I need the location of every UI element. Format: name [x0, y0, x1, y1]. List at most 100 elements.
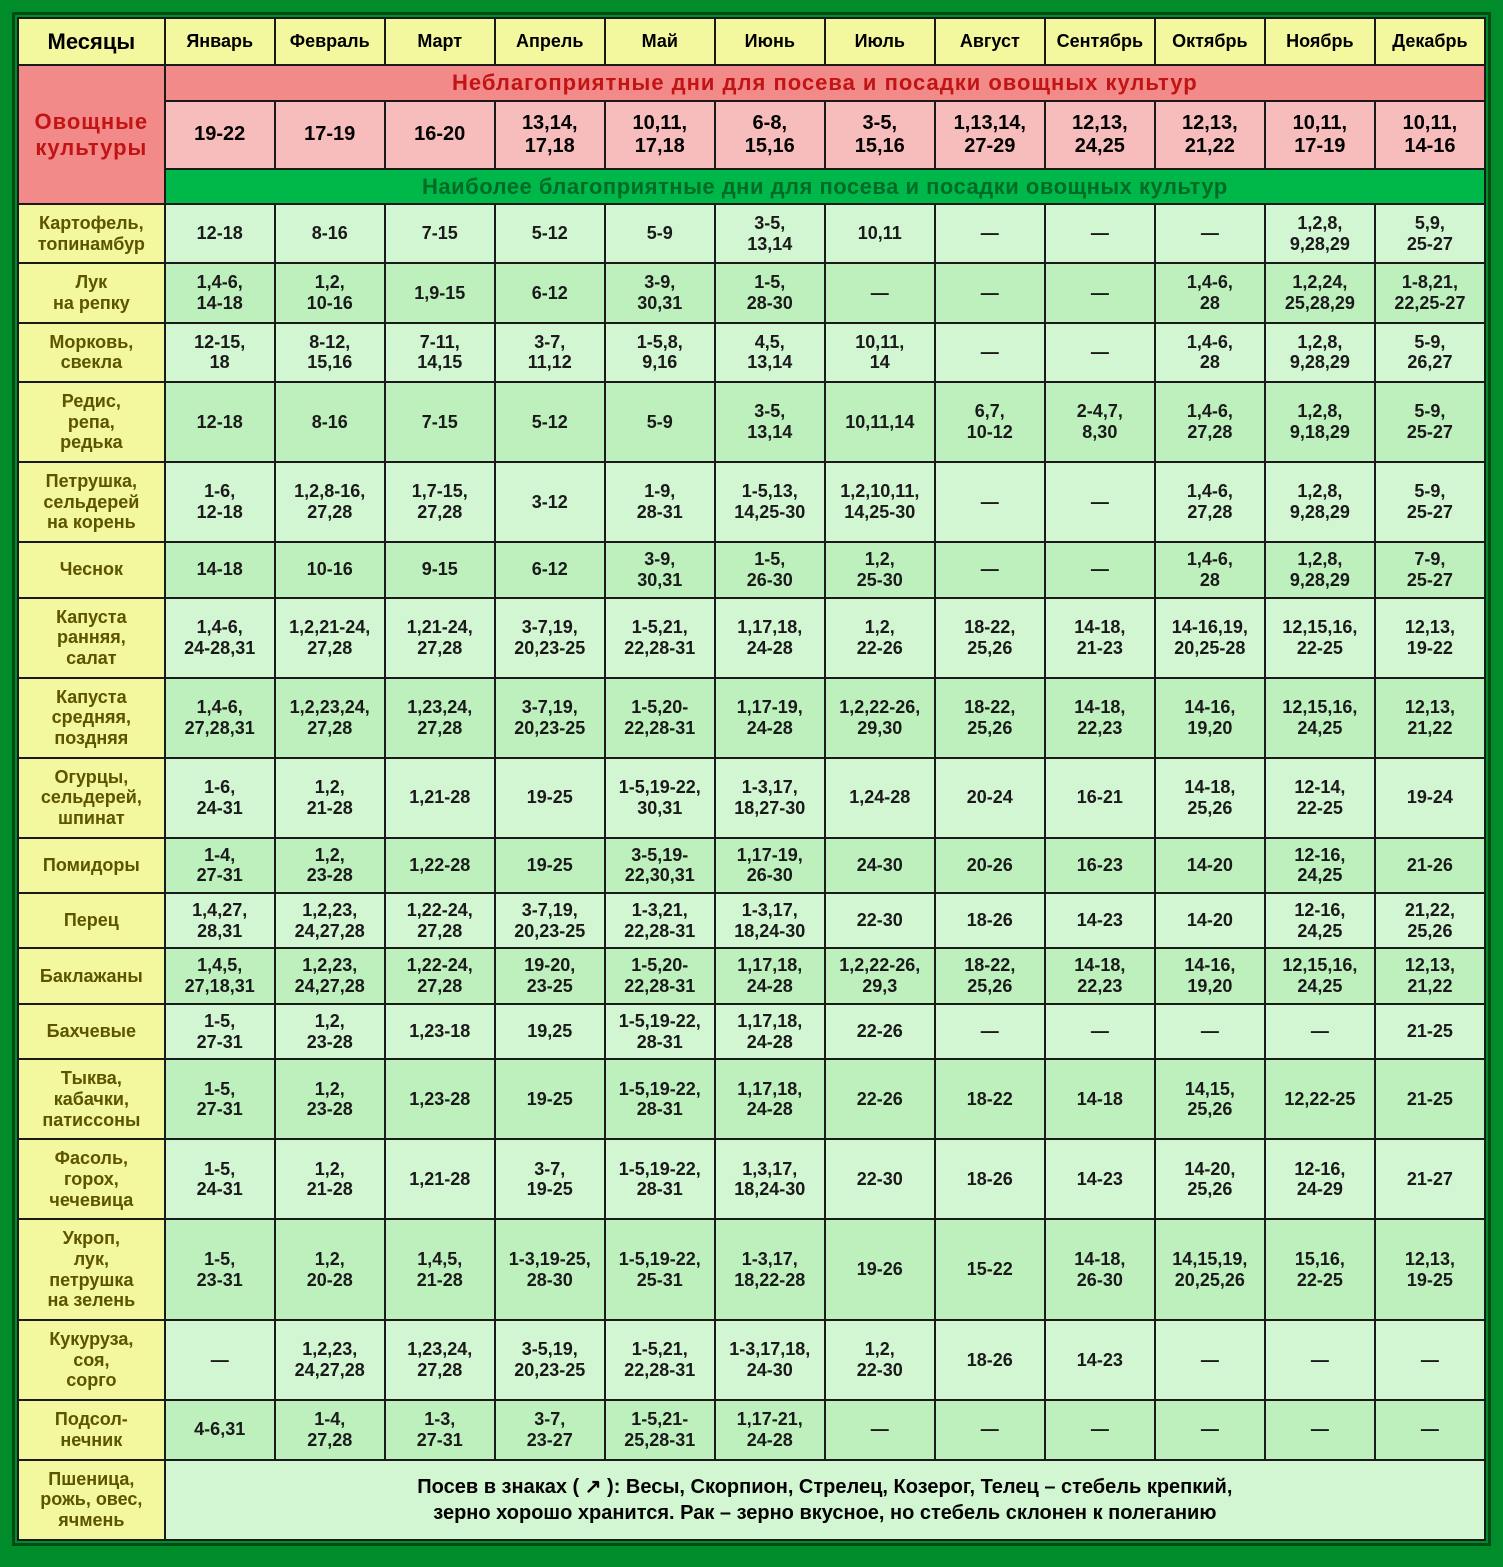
value-cell: 1,4-6,27,28,31: [165, 678, 275, 758]
planting-calendar-table: Месяцы Январь Февраль Март Апрель Май Ию…: [17, 17, 1486, 1541]
value-cell: 3-7,19,20,23-25: [495, 893, 605, 948]
value-cell: 3-9,30,31: [605, 263, 715, 322]
value-cell: —: [935, 1004, 1045, 1059]
value-cell: 21,22,25,26: [1375, 893, 1485, 948]
value-cell: 3-7,19,20,23-25: [495, 598, 605, 678]
value-cell: —: [1045, 542, 1155, 597]
value-cell: 1-5,21- 25,28-31: [605, 1400, 715, 1459]
value-cell: 20-26: [935, 838, 1045, 893]
value-cell: 12-18: [165, 204, 275, 263]
value-cell: 6,7,10-12: [935, 382, 1045, 462]
value-cell: 1-3,27-31: [385, 1400, 495, 1459]
unfav-cell: 17-19: [275, 101, 385, 169]
value-cell: 14-20: [1155, 838, 1265, 893]
value-cell: 14-16,19,20: [1155, 948, 1265, 1003]
value-cell: 1,4-6,28: [1155, 542, 1265, 597]
footer-text: Посев в знаках ( ↗ ): Весы, Скорпион, Ст…: [165, 1460, 1485, 1540]
value-cell: 1,2,10,11,14,25-30: [825, 462, 935, 542]
value-cell: 1-3,17,18,24-30: [715, 893, 825, 948]
value-cell: 1,17-19,24-28: [715, 678, 825, 758]
value-cell: 1,4,27,28,31: [165, 893, 275, 948]
value-cell: 1-5,27-31: [165, 1004, 275, 1059]
value-cell: —: [1045, 323, 1155, 382]
value-cell: 5,9,25-27: [1375, 204, 1485, 263]
value-cell: 1-5,21,22,28-31: [605, 598, 715, 678]
value-cell: —: [935, 204, 1045, 263]
value-cell: —: [1045, 462, 1155, 542]
value-cell: 12,13,19-22: [1375, 598, 1485, 678]
value-cell: 21-27: [1375, 1139, 1485, 1219]
crops-side-header: Овощные культуры: [18, 65, 165, 204]
unfav-cell: 3-5,15,16: [825, 101, 935, 169]
value-cell: —: [1265, 1004, 1375, 1059]
value-cell: —: [1265, 1320, 1375, 1400]
month-oct: Октябрь: [1155, 18, 1265, 65]
value-cell: 1-5,8,9,16: [605, 323, 715, 382]
value-cell: 3-7,23-27: [495, 1400, 605, 1459]
value-cell: 3-5,13,14: [715, 382, 825, 462]
value-cell: 14-18: [165, 542, 275, 597]
value-cell: —: [935, 542, 1045, 597]
value-cell: 1,2,20-28: [275, 1219, 385, 1320]
value-cell: 3-12: [495, 462, 605, 542]
value-cell: 12,15,16,24,25: [1265, 948, 1375, 1003]
value-cell: 18-26: [935, 1320, 1045, 1400]
crop-row: Капуста средняя,поздняя1,4-6,27,28,31 1,2…: [18, 678, 1485, 758]
crop-row: Укроп,лук,петрушкана зелень1-5,23-311,2,…: [18, 1219, 1485, 1320]
crop-row: Кукуруза,соя,сорго—1,2,23,24,27,281,23,2…: [18, 1320, 1485, 1400]
value-cell: —: [935, 462, 1045, 542]
value-cell: 12,15,16,22-25: [1265, 598, 1375, 678]
value-cell: 6-12: [495, 263, 605, 322]
value-cell: 1-5,19-22,30,31: [605, 758, 715, 838]
value-cell: 19-26: [825, 1219, 935, 1320]
value-cell: 3-7,19,20,23-25: [495, 678, 605, 758]
value-cell: 21-25: [1375, 1004, 1485, 1059]
value-cell: 1,2,10-16: [275, 263, 385, 322]
unfav-cell: 12,13,24,25: [1045, 101, 1155, 169]
value-cell: 18-26: [935, 893, 1045, 948]
value-cell: 22-30: [825, 893, 935, 948]
crop-name: Помидоры: [18, 838, 165, 893]
footer-row: Пшеница, рожь, овес, ячмень Посев в знак…: [18, 1460, 1485, 1540]
value-cell: 22-30: [825, 1139, 935, 1219]
value-cell: 1,2,8-16,27,28: [275, 462, 385, 542]
value-cell: 1,17-19,26-30: [715, 838, 825, 893]
footer-rowhead: Пшеница, рожь, овес, ячмень: [18, 1460, 165, 1540]
value-cell: 1-5,23-31: [165, 1219, 275, 1320]
crop-name: Баклажаны: [18, 948, 165, 1003]
value-cell: 1,2,21-28: [275, 758, 385, 838]
value-cell: 1-5,19-22,28-31: [605, 1059, 715, 1139]
value-cell: 22-26: [825, 1004, 935, 1059]
value-cell: 1,2,22-26,29,30: [825, 678, 935, 758]
value-cell: 4,5,13,14: [715, 323, 825, 382]
value-cell: 1,4-6,24-28,31: [165, 598, 275, 678]
value-cell: 14-20: [1155, 893, 1265, 948]
value-cell: 5-9: [605, 204, 715, 263]
unfav-cell: 10,11,14-16: [1375, 101, 1485, 169]
value-cell: 1,2,23,24,27,28: [275, 1320, 385, 1400]
value-cell: 1,2,22-30: [825, 1320, 935, 1400]
value-cell: 1,2,22-26,29,3: [825, 948, 935, 1003]
value-cell: 4-6,31: [165, 1400, 275, 1459]
favorable-banner: Наиболее благоприятные дни для посева и …: [165, 169, 1485, 204]
value-cell: 12-16,24,25: [1265, 893, 1375, 948]
value-cell: 1,2,8,9,28,29: [1265, 542, 1375, 597]
crop-name: Бахчевые: [18, 1004, 165, 1059]
crop-name: Огурцы,сельдерей,шпинат: [18, 758, 165, 838]
value-cell: 10-16: [275, 542, 385, 597]
crop-name: Капуста средняя,поздняя: [18, 678, 165, 758]
crop-name: Чеснок: [18, 542, 165, 597]
value-cell: 1,2,23-28: [275, 838, 385, 893]
value-cell: 19-24: [1375, 758, 1485, 838]
value-cell: 5-9,26,27: [1375, 323, 1485, 382]
unfav-cell: 13,14,17,18: [495, 101, 605, 169]
value-cell: 18-22,25,26: [935, 948, 1045, 1003]
unfavorable-banner-row: Овощные культуры Неблагоприятные дни для…: [18, 65, 1485, 100]
value-cell: 22-26: [825, 1059, 935, 1139]
value-cell: 3-9,30,31: [605, 542, 715, 597]
crop-row: Капуста ранняя,салат1,4-6,24-28,311,2,21…: [18, 598, 1485, 678]
value-cell: 14-16,19,20,25-28: [1155, 598, 1265, 678]
crop-name: Морковь,свекла: [18, 323, 165, 382]
unfav-cell: 19-22: [165, 101, 275, 169]
value-cell: —: [1155, 204, 1265, 263]
